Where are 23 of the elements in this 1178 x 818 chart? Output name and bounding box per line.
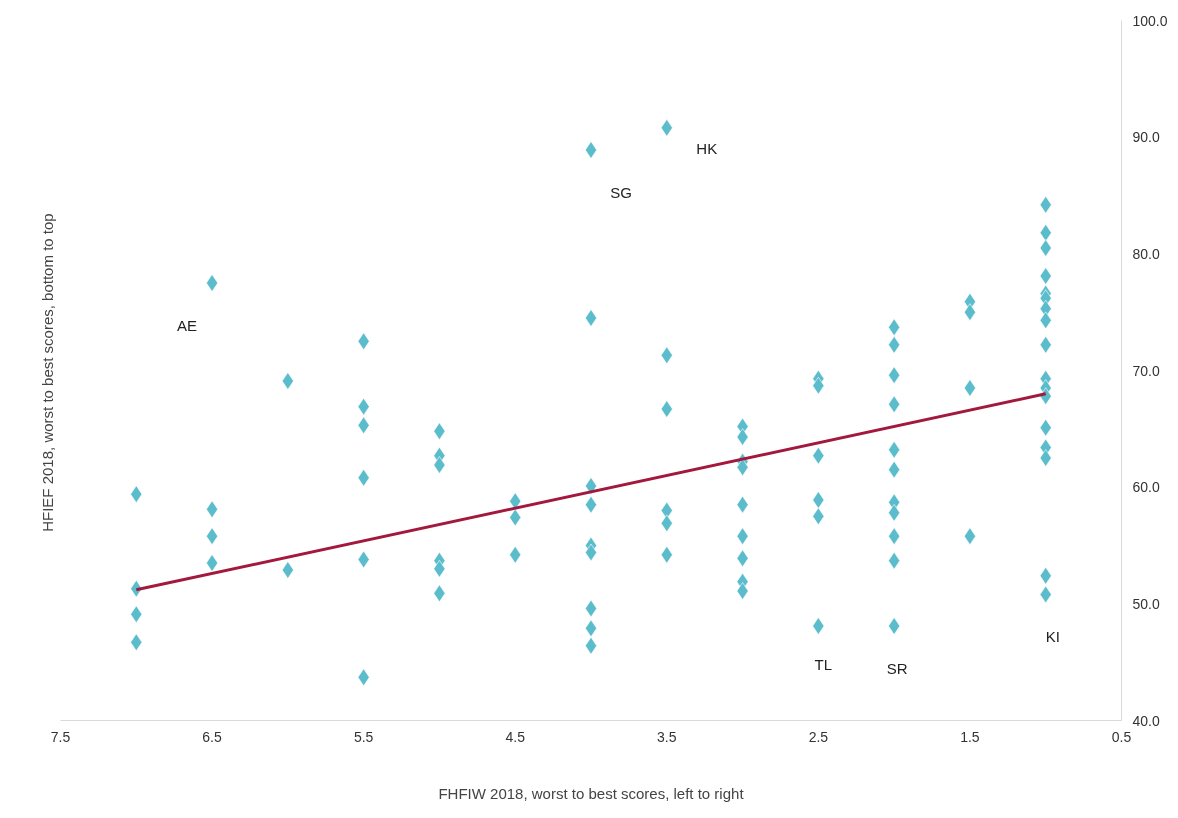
x-axis-title: FHFIW 2018, worst to best scores, left to right [438, 784, 745, 802]
annotation: TL [814, 655, 833, 673]
y-tick-label: 100.0 [1132, 12, 1168, 29]
x-tick-label: 6.5 [202, 728, 223, 745]
y-tick-label: 60.0 [1132, 479, 1160, 496]
x-tick-label: 3.5 [657, 728, 677, 745]
x-tick-label: 5.5 [353, 728, 374, 745]
x-tick-label: 1.5 [960, 728, 980, 745]
y-axis-title: HFIEF 2018, worst to best scores, bottom to top [38, 213, 56, 532]
y-tick-label: 80.0 [1132, 245, 1160, 262]
x-tick-label: 2.5 [808, 728, 829, 745]
annotation: SG [610, 183, 632, 201]
annotation: HK [696, 140, 718, 158]
annotation: SR [886, 659, 908, 677]
y-tick-label: 90.0 [1132, 129, 1160, 146]
x-tick-label: 4.5 [505, 728, 526, 745]
annotation: AE [177, 316, 198, 334]
x-tick-label: 7.5 [50, 728, 71, 745]
annotation: KI [1045, 628, 1060, 645]
y-tick-label: 50.0 [1132, 595, 1160, 612]
y-tick-label: 40.0 [1132, 712, 1160, 729]
y-tick-label: 70.0 [1132, 362, 1160, 379]
x-tick-label: 0.5 [1111, 728, 1132, 745]
